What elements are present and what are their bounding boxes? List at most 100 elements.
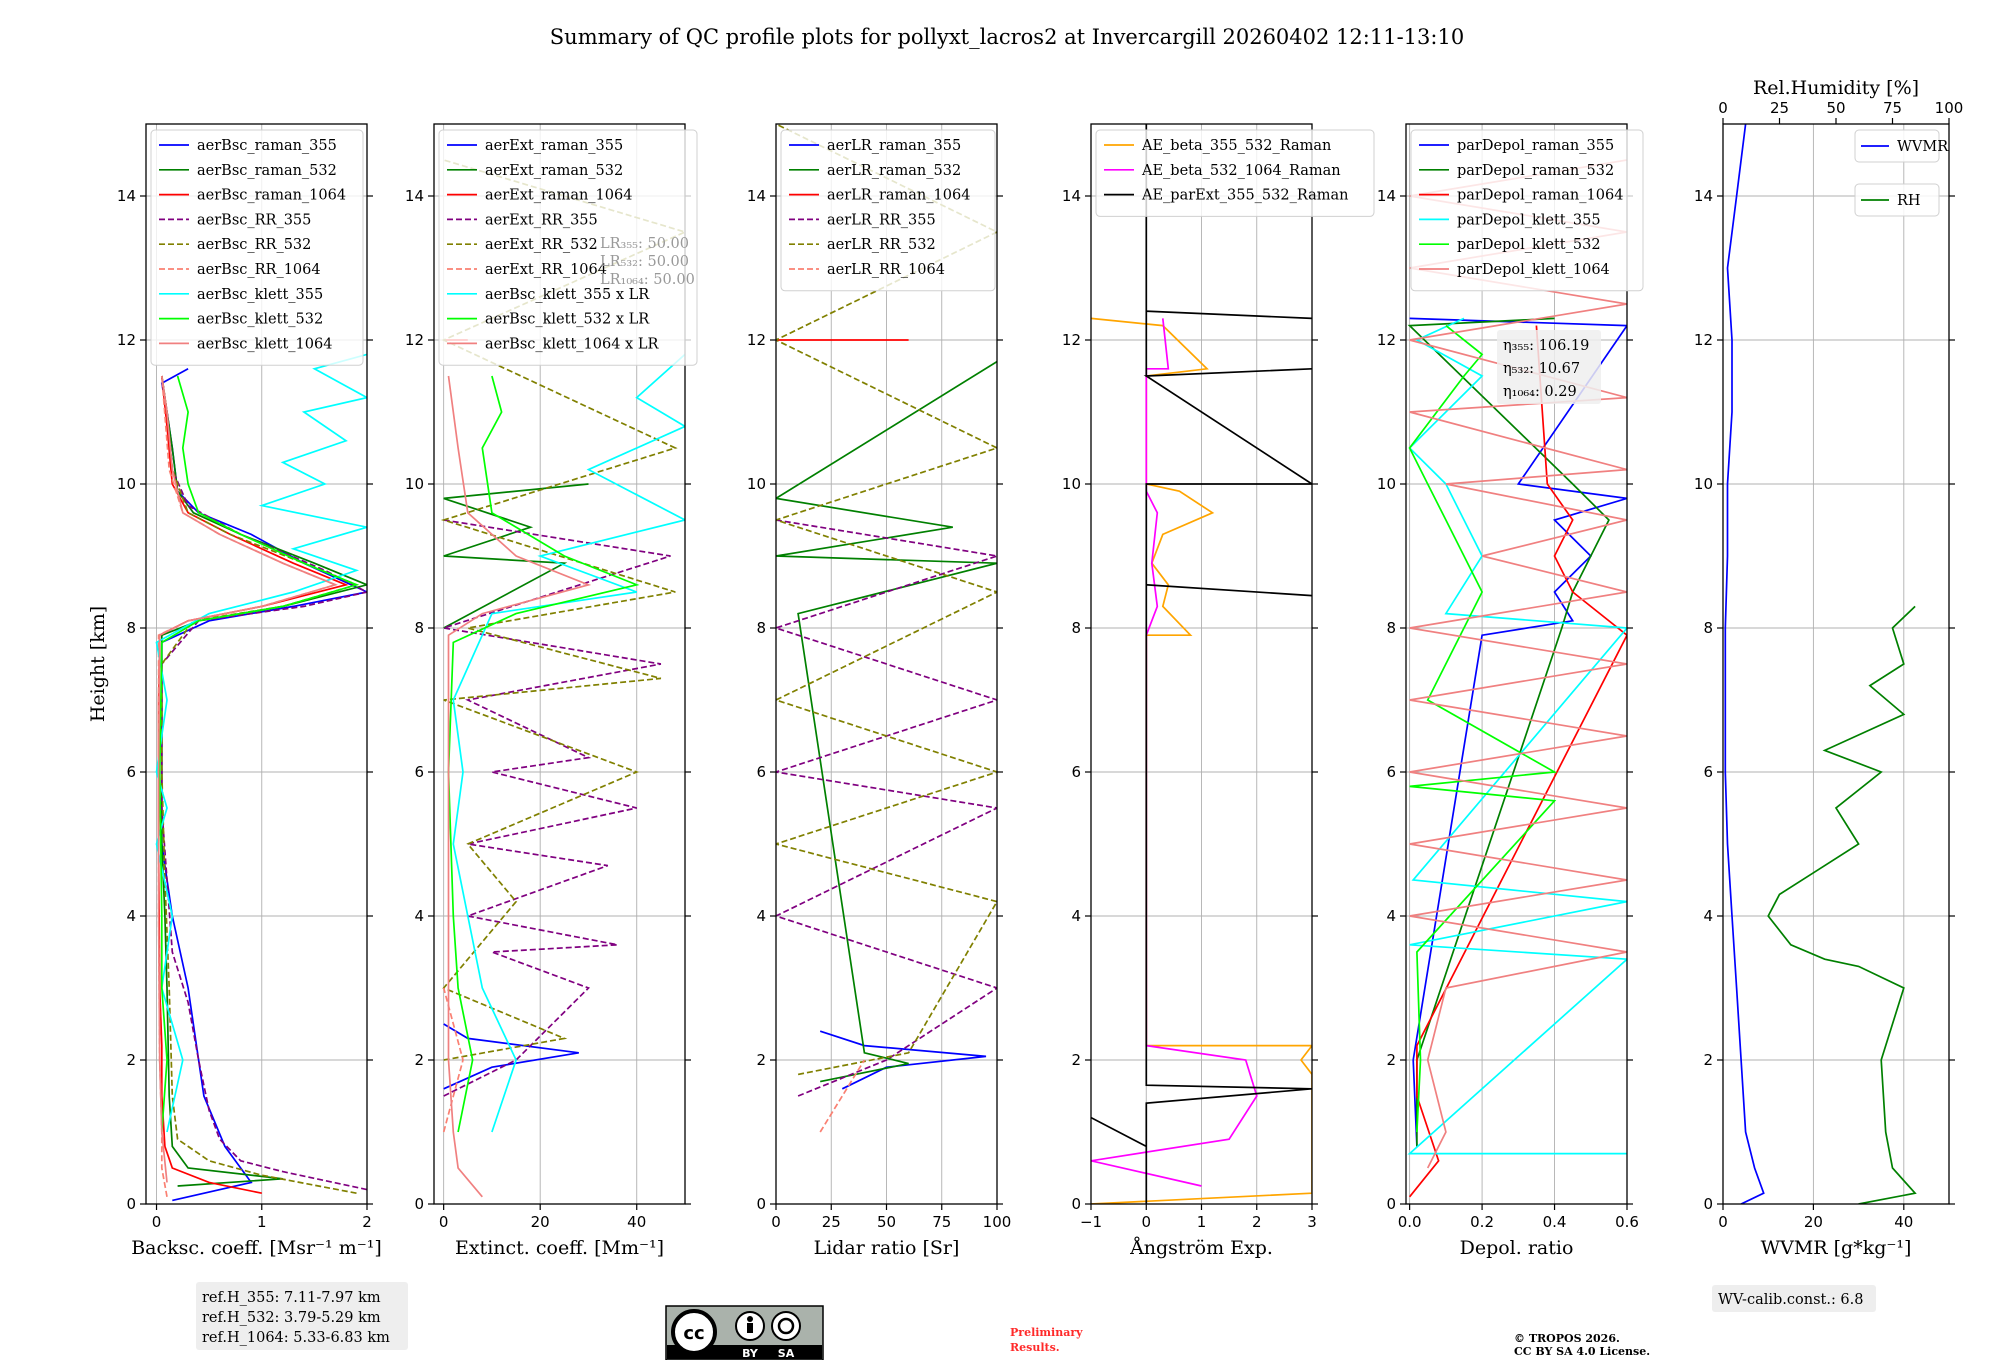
x2-tick-label: 50 bbox=[1826, 99, 1845, 117]
x-axis-label: Extinct. coeff. [Mm⁻¹] bbox=[455, 1237, 664, 1259]
series-line-aerlr-raman-355 bbox=[819, 1030, 987, 1090]
y-tick-label: 12 bbox=[1062, 331, 1081, 349]
series-line-pardepol-raman-355 bbox=[1409, 317, 1627, 1147]
x-tick-label: 0 bbox=[1141, 1213, 1151, 1231]
x-tick-label: 25 bbox=[822, 1213, 841, 1231]
y-tick-label: 4 bbox=[414, 907, 424, 925]
copyright-note: © TROPOS 2026.CC BY SA 4.0 License. bbox=[1514, 1332, 1650, 1358]
x-axis-label: Depol. ratio bbox=[1460, 1237, 1574, 1259]
series-line-aerbsc-klett-532 bbox=[158, 375, 360, 1133]
y-tick-label: 10 bbox=[1694, 475, 1713, 493]
legend: aerLR_raman_355 aerLR_raman_532 aerLR_rama… bbox=[780, 129, 996, 292]
x-tick-label: 50 bbox=[877, 1213, 896, 1231]
legend-entry: parDepol_klett_1064 bbox=[1457, 262, 1610, 278]
sa-icon-arrow bbox=[777, 1317, 795, 1335]
x2-tick-label: 25 bbox=[1770, 99, 1789, 117]
legend-entry: aerExt_raman_355 bbox=[485, 138, 623, 154]
x-tick-label: 0 bbox=[439, 1213, 449, 1231]
y-tick-label: 10 bbox=[117, 475, 136, 493]
cc-license-badge: cc BY SA bbox=[665, 1305, 824, 1360]
legend-entry: aerExt_RR_532 bbox=[485, 237, 598, 253]
y-tick-label: 2 bbox=[126, 1051, 136, 1069]
series-line-pardepol-klett-1064 bbox=[1409, 159, 1627, 1169]
panel-depolarization: 0 2 4 6 8 10 12 14 0.0 0.2 0.4 0.6 Depol. ratio parDe… bbox=[1377, 123, 1644, 1259]
y-tick-label: 6 bbox=[1071, 763, 1081, 781]
y-tick-label: 0 bbox=[1386, 1195, 1396, 1213]
y-tick-label: 2 bbox=[1703, 1051, 1713, 1069]
panel-water_vapor: 0 2 4 6 8 10 12 14 0 20 40 0 25 50 75 100 Rel.Humidity [… bbox=[1694, 77, 1963, 1259]
legend-entry: aerExt_raman_532 bbox=[485, 163, 623, 179]
legend-entry: aerExt_RR_1064 bbox=[485, 262, 607, 278]
x2-tick-label: 100 bbox=[1935, 99, 1964, 117]
series-line-aerext-raman-355 bbox=[443, 1023, 579, 1090]
wv-calib-text: WV-calib.const.: 6.8 bbox=[1718, 1292, 1864, 1308]
lr-annotation: LR₁₀₆₄: 50.00 bbox=[600, 272, 695, 288]
legend: parDepol_raman_355 parDepol_raman_532 parD… bbox=[1410, 129, 1644, 292]
y-tick-label: 12 bbox=[117, 331, 136, 349]
legend-entry: aerLR_raman_1064 bbox=[827, 188, 970, 204]
x-axis-label: Ångström Exp. bbox=[1129, 1237, 1273, 1259]
x-axis-label: Backsc. coeff. [Msr⁻¹ m⁻¹] bbox=[131, 1237, 382, 1259]
legend: AE_beta_355_532_Raman AE_beta_532_1064_Ra… bbox=[1095, 129, 1375, 217]
series-line-aerbsc-klett-1064 bbox=[157, 375, 338, 1183]
y-tick-label: 4 bbox=[1386, 907, 1396, 925]
legend-rh: RH bbox=[1854, 183, 1940, 217]
legend-entry: aerLR_RR_1064 bbox=[827, 262, 945, 278]
x-tick-label: 1 bbox=[257, 1213, 267, 1231]
y-tick-label: 6 bbox=[1703, 763, 1713, 781]
legend: aerExt_raman_355 aerExt_raman_532 aerExt_r… bbox=[438, 129, 698, 366]
panel-extinction: 0 2 4 6 8 10 12 14 0 20 40 Extinct. coeff. [Mm⁻¹] ae… bbox=[405, 123, 698, 1259]
x2-axis-label: Rel.Humidity [%] bbox=[1753, 77, 1919, 99]
legend-entry: aerBsc_klett_532 x LR bbox=[485, 312, 650, 328]
x-tick-label: 0.2 bbox=[1470, 1213, 1494, 1231]
legend-entry: aerBsc_RR_532 bbox=[197, 237, 311, 253]
reference-heights: ref.H_355: 7.11-7.97 km ref.H_532: 3.79-5… bbox=[196, 1282, 408, 1350]
legend-entry: aerLR_raman_355 bbox=[827, 138, 961, 154]
x-axis-label: WVMR [g*kg⁻¹] bbox=[1761, 1237, 1912, 1259]
y-tick-label: 0 bbox=[756, 1195, 766, 1213]
x-tick-label: 40 bbox=[1894, 1213, 1913, 1231]
copyright-text: © TROPOS 2026. bbox=[1514, 1332, 1620, 1345]
axes-frame bbox=[433, 123, 686, 1205]
x-tick-label: 40 bbox=[627, 1213, 646, 1231]
y-tick-label: 8 bbox=[126, 619, 136, 637]
legend-box bbox=[150, 129, 364, 366]
series-group bbox=[440, 159, 685, 1198]
y-tick-label: 2 bbox=[1071, 1051, 1081, 1069]
y-tick-label: 6 bbox=[414, 763, 424, 781]
series-line-pardepol-klett-355 bbox=[1407, 317, 1627, 1155]
y-tick-label: 8 bbox=[756, 619, 766, 637]
lr-annotation: LR₅₃₂: 50.00 bbox=[600, 254, 689, 270]
y-tick-label: 4 bbox=[1703, 907, 1713, 925]
x-tick-label: 2 bbox=[362, 1213, 372, 1231]
legend-entry: RH bbox=[1897, 193, 1921, 209]
legend-entry: aerBsc_klett_355 x LR bbox=[485, 287, 650, 303]
y-tick-label: 0 bbox=[414, 1195, 424, 1213]
series-group bbox=[1091, 124, 1312, 1204]
y-tick-label: 14 bbox=[1377, 187, 1396, 205]
y-tick-label: 4 bbox=[126, 907, 136, 925]
series-line-aerbsc-klett-355-x-lr bbox=[452, 353, 685, 1133]
x-tick-label: 0 bbox=[771, 1213, 781, 1231]
legend-entry: AE_beta_532_1064_Raman bbox=[1141, 163, 1341, 179]
axes-frame bbox=[1722, 123, 1950, 1205]
legend-entry: aerBsc_RR_355 bbox=[197, 212, 311, 228]
series-line-ae-beta-532-1064-raman bbox=[1091, 318, 1258, 1187]
y-tick-label: 14 bbox=[405, 187, 424, 205]
legend-wvmr: WVMR bbox=[1854, 129, 1949, 163]
x-tick-label: 0 bbox=[1718, 1213, 1728, 1231]
x-tick-label: 20 bbox=[531, 1213, 550, 1231]
legend-entry: aerBsc_klett_355 bbox=[197, 287, 323, 303]
eta-label: η₅₃₂: 10.67 bbox=[1503, 361, 1580, 377]
series-line-aerbsc-raman-355 bbox=[160, 368, 367, 1202]
x-axis-label: Lidar ratio [Sr] bbox=[814, 1237, 960, 1259]
wv-calib-box bbox=[1712, 1285, 1876, 1312]
axes-frame bbox=[1405, 123, 1628, 1205]
cc-icon bbox=[671, 1309, 717, 1355]
eta-box-background bbox=[1497, 330, 1601, 404]
legend-entry: aerBsc_RR_1064 bbox=[197, 262, 321, 278]
panel-lidar_ratio: 0 2 4 6 8 10 12 14 0 25 50 75 100 Lidar ratio [Sr] aer… bbox=[747, 123, 1011, 1259]
x-tick-label: 20 bbox=[1804, 1213, 1823, 1231]
legend-entry: aerBsc_raman_355 bbox=[197, 138, 337, 154]
